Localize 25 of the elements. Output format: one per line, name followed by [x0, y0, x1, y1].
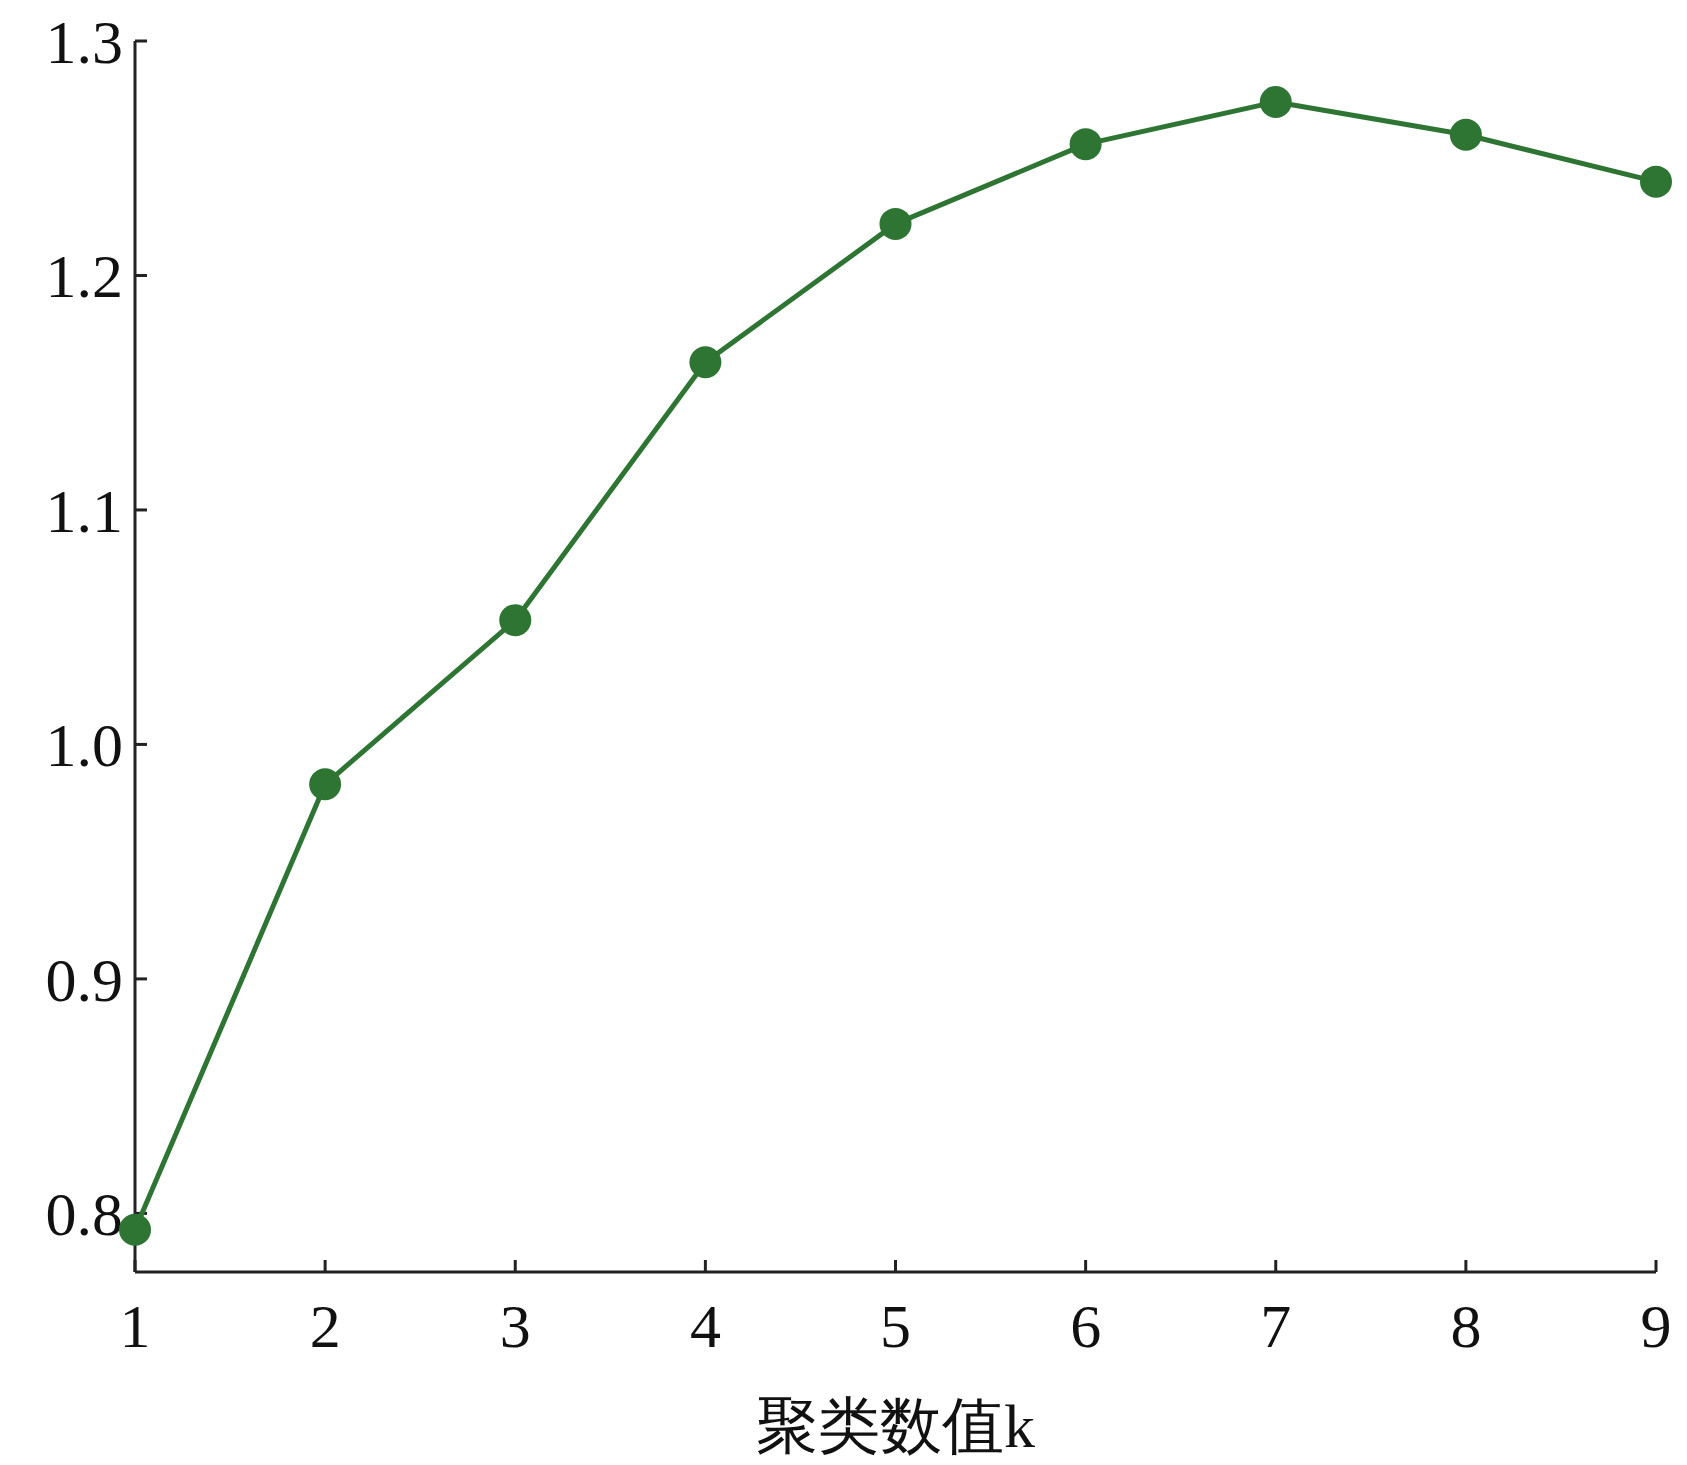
- point: [499, 604, 532, 637]
- point: [879, 207, 912, 240]
- x-axis-title: 聚类数值k: [756, 1392, 1035, 1460]
- y-tick-label: 1.1: [45, 476, 123, 545]
- point: [119, 1213, 151, 1246]
- x-tick-label: 8: [1450, 1292, 1482, 1360]
- x-tick-label: 3: [499, 1292, 531, 1360]
- x-tick-label: 9: [1640, 1292, 1672, 1360]
- x-tick-label: 1: [119, 1292, 151, 1360]
- point: [1449, 118, 1482, 151]
- y-tick-label: 0.9: [45, 945, 123, 1014]
- x-tick-label: 2: [309, 1292, 341, 1360]
- x-tick-label: 7: [1260, 1292, 1292, 1360]
- point: [309, 768, 342, 801]
- x-tick-label: 5: [880, 1292, 911, 1360]
- y-tick-label: 1.0: [45, 711, 123, 780]
- point: [1259, 85, 1292, 118]
- y-tick-label: 0.8: [45, 1180, 123, 1249]
- point: [1069, 128, 1102, 161]
- x-tick-label: 6: [1070, 1292, 1102, 1360]
- y-tick-label: 1.2: [45, 242, 123, 311]
- y-tick-label: 1.3: [45, 7, 123, 76]
- point: [689, 346, 722, 379]
- x-tick-label: 4: [689, 1292, 721, 1360]
- point: [1640, 165, 1672, 198]
